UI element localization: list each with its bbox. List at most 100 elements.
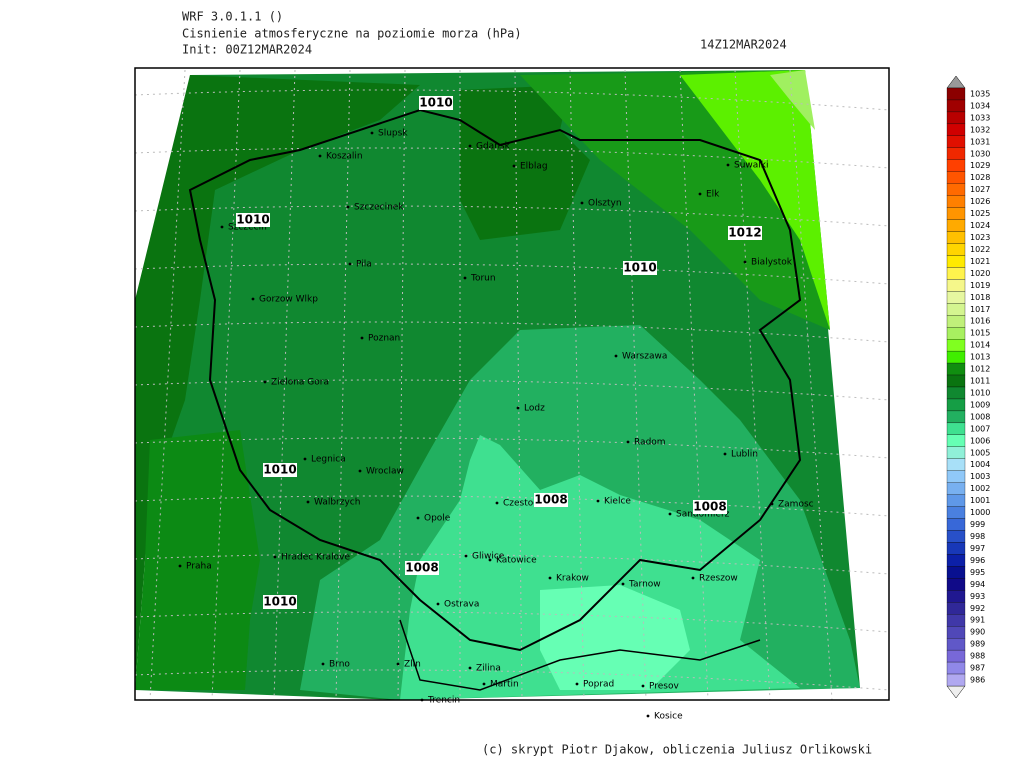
- colorbar-label: 986: [970, 676, 985, 685]
- colorbar-label: 1012: [970, 365, 990, 374]
- colorbar-label: 1007: [970, 424, 990, 433]
- colorbar-swatch: [946, 291, 966, 304]
- city-label: Presov: [649, 682, 680, 692]
- colorbar-swatch: [946, 649, 966, 663]
- colorbar-label: 1015: [970, 329, 990, 338]
- city-label: Brno: [329, 660, 350, 670]
- contour-label-bg: [263, 463, 297, 477]
- colorbar-label: 999: [970, 520, 985, 529]
- graticule: [135, 379, 889, 401]
- city-label: Trencin: [427, 696, 460, 706]
- colorbar-swatch: [946, 590, 966, 603]
- colorbar-swatch: [946, 219, 966, 232]
- colorbar-swatch: [946, 434, 966, 447]
- contour-label: 1008: [405, 561, 438, 575]
- colorbar-label: 1013: [970, 353, 990, 362]
- colorbar-swatch: [946, 422, 966, 435]
- colorbar-swatch: [946, 159, 966, 172]
- colorbar-swatch: [946, 279, 966, 292]
- city-marker: [495, 501, 499, 505]
- city-label: Koszalin: [326, 152, 363, 162]
- city-label: Szczecinek: [354, 203, 404, 213]
- city-marker: [488, 558, 492, 562]
- colorbar-label: 1029: [970, 161, 990, 170]
- city-marker: [723, 452, 727, 456]
- colorbar-swatch: [946, 339, 966, 352]
- colorbar-label: 998: [970, 532, 985, 541]
- graticule: [135, 669, 889, 691]
- graticule: [135, 495, 889, 517]
- colorbar-label: 987: [970, 664, 985, 673]
- city-label: Lublin: [731, 450, 758, 460]
- contour-label: 1010: [419, 96, 452, 110]
- graticule: [135, 321, 889, 343]
- colorbar-label: 1030: [970, 149, 990, 158]
- city-label: Gdansk: [476, 142, 511, 152]
- contour-label: 1010: [236, 213, 269, 227]
- colorbar-label: 1031: [970, 137, 990, 146]
- colorbar-label: 1022: [970, 245, 990, 254]
- city-marker: [273, 555, 277, 559]
- colorbar-label: 997: [970, 544, 985, 553]
- colorbar-label: 1018: [970, 293, 990, 302]
- city-label: Wroclaw: [366, 467, 404, 477]
- map-frame: [134, 67, 890, 701]
- colorbar-swatch: [946, 255, 966, 268]
- contour-label: 1008: [534, 493, 567, 507]
- colorbar-swatch: [946, 183, 966, 196]
- city-marker: [770, 502, 774, 506]
- colorbar-swatch: [946, 350, 966, 364]
- colorbar-bottom: [946, 685, 966, 699]
- city-marker: [420, 698, 424, 702]
- colorbar-swatch: [946, 303, 966, 316]
- colorbar-label: 1016: [970, 317, 990, 326]
- field: Cisnienie atmosferyczne na poziomie morz…: [182, 27, 522, 41]
- colorbar-swatch: [946, 494, 966, 507]
- colorbar-swatch: [946, 518, 966, 531]
- city-label: Kielce: [604, 497, 631, 507]
- city-label: Tarnow: [628, 580, 661, 590]
- city-marker: [596, 499, 600, 503]
- contour-label-bg: [236, 213, 270, 227]
- colorbar-label: 992: [970, 604, 985, 613]
- colorbar-label: 1006: [970, 436, 990, 445]
- city-label: Gliwice: [472, 552, 505, 562]
- city-label: Zilina: [476, 664, 501, 674]
- colorbar-label: 1002: [970, 484, 990, 493]
- graticule: [135, 611, 889, 633]
- city-marker: [263, 380, 267, 384]
- colorbar-label: 993: [970, 592, 985, 601]
- city-marker: [346, 205, 350, 209]
- city-label: Walbrzych: [314, 498, 360, 508]
- city-marker: [321, 662, 325, 666]
- colorbar-label: 1005: [970, 448, 990, 457]
- city-label: Bialystok: [751, 258, 793, 268]
- city-marker: [464, 554, 468, 558]
- colorbar-swatch: [946, 243, 966, 256]
- colorbar-swatch: [946, 470, 966, 483]
- colorbar-label: 1033: [970, 113, 990, 122]
- contour-label-bg: [693, 500, 727, 514]
- city-label: Szczecin: [228, 223, 267, 233]
- city-label: Zielona Gora: [271, 378, 329, 388]
- city-label: Gorzow Wlkp: [259, 295, 318, 305]
- map: [135, 69, 889, 700]
- colorbar-swatch: [946, 123, 966, 136]
- city-label: Sandomierz: [676, 510, 730, 520]
- colorbar-label: 991: [970, 616, 985, 625]
- city-label: Poprad: [583, 680, 614, 690]
- city-marker: [548, 576, 552, 580]
- city-marker: [668, 512, 672, 516]
- colorbar-label: 1004: [970, 460, 990, 469]
- colorbar-swatch: [946, 554, 966, 567]
- city-marker: [575, 682, 579, 686]
- city-marker: [621, 582, 625, 586]
- city-label: Kosice: [654, 712, 683, 722]
- city-label: Katowice: [496, 556, 537, 566]
- city-marker: [360, 336, 364, 340]
- colorbar-swatch: [946, 231, 966, 244]
- colorbar-swatch: [946, 87, 966, 101]
- colorbar-label: 1000: [970, 508, 990, 517]
- contour-label-bg: [405, 561, 439, 575]
